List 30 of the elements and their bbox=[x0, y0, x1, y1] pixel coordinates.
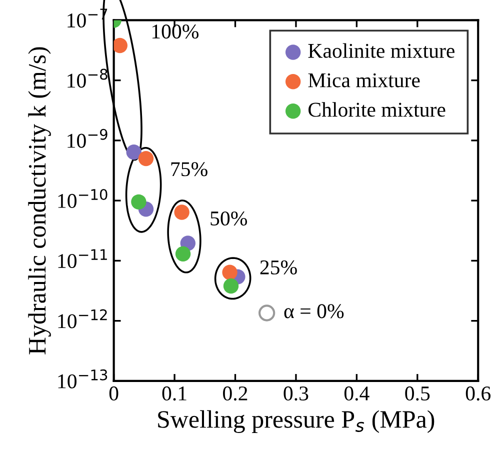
x-tick-label: 0.2 bbox=[223, 386, 248, 401]
x-tick-label: 0.5 bbox=[405, 386, 430, 401]
y-tick-label: 10$^{−10}$ bbox=[58, 188, 108, 208]
annotation: 50% bbox=[210, 211, 248, 226]
y-tick-label: 10$^{−11}$ bbox=[58, 249, 107, 268]
x-tick-label: 0.3 bbox=[284, 386, 308, 401]
x-tick-label: 0.6 bbox=[466, 386, 491, 401]
annotation: 25% bbox=[260, 260, 297, 274]
point bbox=[175, 246, 191, 262]
point bbox=[258, 304, 276, 322]
legend-label: Chlorite mixture bbox=[308, 102, 446, 117]
x-tick-label: 0.1 bbox=[162, 386, 186, 401]
y-tick-label: 10$^{−8}$ bbox=[68, 68, 108, 88]
point bbox=[131, 194, 146, 210]
y-tick-label: 10$^{−13}$ bbox=[58, 369, 108, 388]
y-tick-label: 10$^{−12}$ bbox=[58, 309, 107, 328]
y-tick-label: 10$^{−9}$ bbox=[68, 128, 108, 148]
point bbox=[138, 150, 154, 166]
point bbox=[174, 204, 190, 220]
point bbox=[114, 38, 128, 54]
annotation: α = 0% bbox=[284, 304, 344, 318]
x-tick-label: 0 bbox=[109, 386, 118, 400]
annotation: 100% bbox=[152, 24, 199, 39]
annotation: 75% bbox=[171, 162, 208, 176]
legend-label: Mica mixture bbox=[308, 73, 420, 88]
legend-label: Kaolinite mixture bbox=[308, 43, 454, 58]
x-axis-title: Swelling pressure P$_{s}$ (MPa) bbox=[158, 410, 434, 434]
x-tick-label: 0.4 bbox=[344, 386, 370, 401]
y-axis-title: Hydraulic conductivity k (m/s) bbox=[28, 47, 51, 354]
point bbox=[126, 144, 142, 160]
